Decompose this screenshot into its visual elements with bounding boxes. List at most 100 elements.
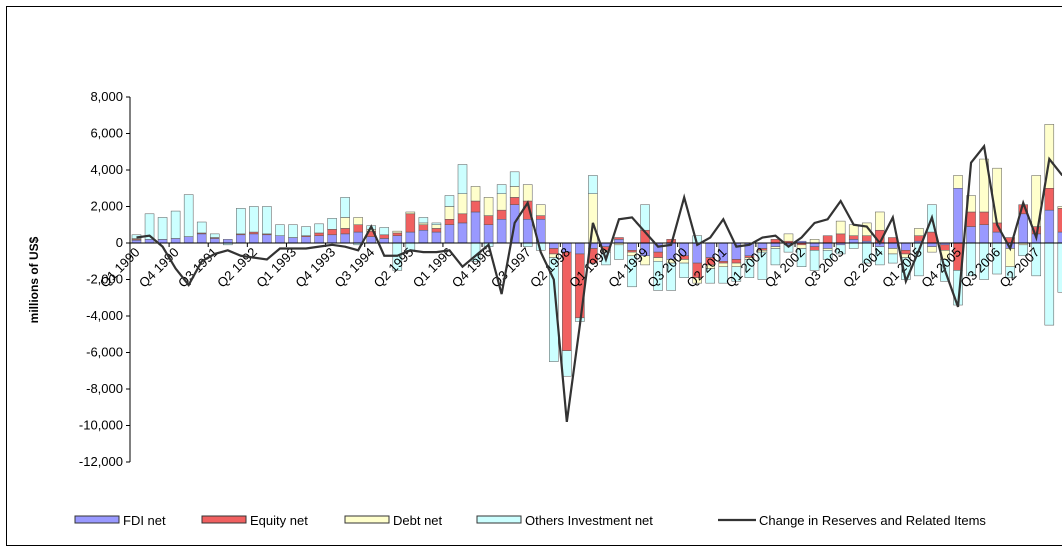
bar-segment	[379, 234, 390, 239]
bar-segment	[614, 239, 624, 244]
bar-segment	[340, 233, 350, 244]
bar-segment	[1057, 242, 1062, 293]
bar-segment	[314, 232, 324, 236]
bar-segment	[966, 226, 976, 244]
bar-segment	[496, 209, 507, 220]
bar-segment	[340, 217, 350, 229]
bar-segment	[457, 213, 468, 224]
bar-segment	[757, 251, 768, 280]
bar-segment	[588, 175, 598, 194]
bar-segment	[196, 221, 207, 234]
bar-segment	[562, 350, 572, 377]
bar-segment	[992, 167, 1002, 224]
bar-segment	[509, 171, 520, 187]
bar-segment	[444, 224, 455, 244]
bar-segment	[301, 226, 311, 236]
bar-segment	[535, 204, 546, 216]
bar-segment	[379, 238, 390, 244]
bar-segment	[444, 206, 455, 220]
bar-segment	[236, 208, 246, 235]
y-tick-label: -4,000	[86, 308, 123, 323]
bar-segment	[888, 242, 898, 249]
bar-segment	[1057, 206, 1062, 209]
bar-segment	[1031, 175, 1042, 227]
y-tick-label: 2,000	[90, 199, 123, 214]
bar-segment	[679, 262, 689, 278]
bar-segment	[431, 231, 442, 244]
y-tick-label: -12,000	[79, 454, 123, 469]
y-tick-label: -6,000	[86, 345, 123, 360]
bar-segment	[1018, 244, 1028, 257]
bar-segment	[223, 239, 233, 244]
bar-segment	[627, 255, 637, 288]
y-axis-title: millions of US$	[27, 236, 41, 323]
bar-segment	[183, 194, 194, 237]
bar-segment	[1057, 208, 1062, 233]
legend-swatch	[344, 515, 390, 524]
bar-segment	[353, 231, 363, 244]
bar-segment	[301, 236, 311, 244]
bar-segment	[653, 257, 663, 262]
bar-segment	[470, 200, 481, 213]
bar-segment	[496, 193, 507, 211]
bar-segment	[731, 266, 742, 282]
bar-segment	[744, 259, 755, 278]
bar-segment	[848, 235, 859, 240]
bar-segment	[444, 195, 455, 207]
bar-segment	[822, 250, 833, 260]
bar-segment	[470, 211, 481, 244]
bar-segment	[666, 262, 676, 291]
bar-segment	[431, 228, 442, 233]
bar-segment	[418, 229, 429, 244]
bar-segment	[483, 215, 494, 225]
bar-segment	[927, 242, 937, 247]
bar-segment	[157, 217, 168, 240]
bar-segment	[927, 246, 937, 253]
bar-segment	[770, 248, 781, 266]
bar-segment	[522, 219, 533, 244]
bar-segment	[861, 235, 872, 242]
legend-label: FDI net	[123, 513, 166, 528]
bar-segment	[327, 234, 337, 244]
bar-segment	[457, 164, 468, 194]
bar-segment	[809, 242, 820, 247]
legend-swatch	[476, 515, 522, 524]
bar-segment	[444, 219, 455, 225]
bar-segment	[353, 224, 363, 233]
bar-segment	[549, 257, 559, 362]
bar-segment	[835, 233, 846, 244]
bar-segment	[353, 217, 363, 225]
bar-segment	[848, 239, 859, 244]
bar-segment	[405, 211, 416, 215]
y-tick-label: 8,000	[90, 89, 123, 104]
bar-segment	[770, 242, 781, 247]
bar-segment	[1044, 242, 1055, 326]
bar-segment	[483, 197, 494, 216]
bar-segment	[405, 231, 416, 244]
legend-label: Debt net	[393, 513, 443, 528]
bar-segment	[392, 235, 403, 244]
bar-segment	[392, 232, 403, 236]
bar-segment	[848, 224, 859, 236]
y-tick-label: -10,000	[79, 418, 123, 433]
bar-segment	[809, 250, 820, 271]
bar-segment	[953, 175, 963, 189]
bar-segment	[170, 210, 181, 239]
bar-segment	[249, 233, 259, 244]
bar-segment	[1005, 266, 1015, 278]
bar-segment	[170, 238, 181, 244]
bar-segment	[470, 186, 481, 202]
bar-segment	[144, 213, 155, 240]
bar-segment	[275, 235, 285, 244]
bar-segment	[588, 193, 598, 244]
bar-segment	[209, 233, 220, 238]
bar-segment	[614, 237, 624, 240]
bar-segment	[496, 219, 507, 244]
bar-segment	[953, 188, 963, 244]
bar-segment	[718, 266, 729, 284]
bar-segment	[1057, 231, 1062, 244]
bar-segment	[770, 246, 781, 249]
bar-segment	[653, 261, 663, 291]
bar-segment	[314, 235, 324, 244]
